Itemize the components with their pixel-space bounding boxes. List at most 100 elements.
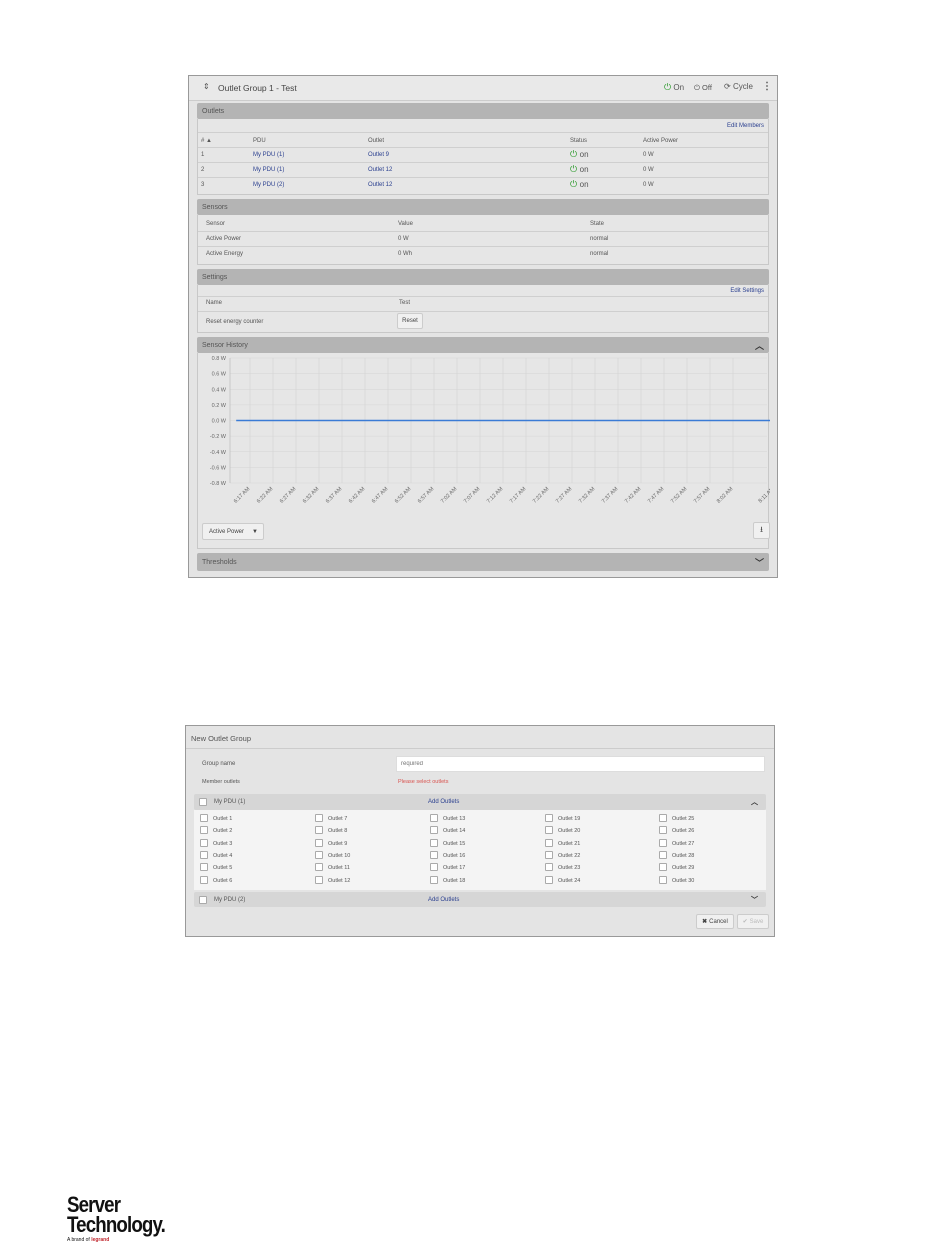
caret-down-icon: ▼ (252, 528, 258, 535)
chevron-down-icon[interactable]: ﹀ (754, 557, 764, 568)
off-button[interactable]: ⏻ Off (694, 83, 712, 92)
table-cell[interactable]: Outlet 12 (368, 167, 393, 173)
column-header[interactable]: PDU (253, 138, 266, 144)
cancel-button[interactable]: ✖ Cancel (696, 914, 734, 929)
outlet-checkbox[interactable] (200, 826, 208, 835)
sensors-section-header[interactable]: Sensors (197, 199, 769, 215)
outlet-checkbox[interactable] (315, 838, 323, 847)
outlet-checkbox[interactable] (659, 850, 667, 859)
x-tick-label: 7:52 AM (670, 486, 689, 505)
server-technology-logo: Server Technology. A brand of legrand (67, 1192, 166, 1244)
sort-handle-icon[interactable]: ⇕ (203, 82, 210, 91)
outlet-checkbox[interactable] (430, 838, 438, 847)
power-on-icon: ⏻ (570, 164, 580, 174)
pdu-1-checkbox[interactable] (199, 798, 207, 806)
outlet-checkbox[interactable] (430, 863, 438, 872)
table-cell[interactable]: Outlet 12 (368, 182, 393, 188)
sensor-history-section-header[interactable]: Sensor History ︿ (197, 337, 769, 353)
table-cell[interactable]: My PDU (2) (253, 182, 285, 188)
chevron-up-icon[interactable]: ︿ (754, 340, 764, 351)
outlet-checkbox[interactable] (545, 838, 553, 847)
refresh-icon: ⟳ (724, 82, 731, 91)
edit-members-link[interactable]: Edit Members (726, 123, 764, 129)
outlet-label: Outlet 25 (672, 816, 695, 822)
pdu-1-header[interactable]: My PDU (1) Add Outlets ︿ (194, 794, 766, 810)
column-header[interactable]: Active Power (643, 138, 679, 144)
outlet-checkbox[interactable] (315, 875, 323, 884)
x-tick-label: 7:27 AM (555, 486, 574, 505)
chevron-up-icon[interactable]: ︿ (751, 799, 758, 806)
settings-section-header[interactable]: Settings (197, 269, 769, 285)
outlet-checkbox[interactable] (659, 863, 667, 872)
group-name-label: Group name (202, 761, 236, 767)
x-tick-label: 6:22 AM (256, 486, 275, 505)
close-icon: ✖ (702, 919, 708, 925)
outlet-checkbox[interactable] (315, 863, 323, 872)
thresholds-section-header[interactable]: Thresholds ﹀ (197, 553, 769, 571)
pdu-2-add-outlets[interactable]: Add Outlets (428, 896, 460, 903)
x-tick-label: 6:32 AM (302, 486, 321, 505)
pdu-2-checkbox[interactable] (199, 895, 207, 904)
outlet-label: Outlet 9 (328, 840, 348, 847)
column-header[interactable]: # ▲ (201, 138, 212, 144)
outlet-checkbox[interactable] (545, 814, 553, 822)
outlet-label: Outlet 27 (672, 840, 695, 847)
outlet-checkbox[interactable] (430, 814, 438, 822)
group-name-input[interactable] (396, 756, 765, 772)
outlet-checkbox[interactable] (545, 850, 553, 859)
cycle-button[interactable]: ⟳ Cycle (724, 82, 753, 91)
name-value: Test (399, 300, 411, 306)
outlet-checkbox[interactable] (315, 814, 323, 822)
download-icon: ⭳ (760, 524, 763, 534)
sensor-history-chart: 0.8 W 0.6 W 0.4 W 0.2 W 0.0 W -0.2 W -0.4 W -0.… (210, 356, 770, 505)
reset-button[interactable]: Reset (397, 313, 423, 329)
outlets-section-header[interactable]: Outlets (197, 103, 769, 119)
outlet-checkbox[interactable] (545, 863, 553, 872)
outlet-checkbox[interactable] (315, 850, 323, 859)
outlet-checkbox[interactable] (659, 838, 667, 847)
x-tick-label: 6:42 AM (348, 486, 367, 505)
y-tick-label: 0.4 W (212, 387, 227, 393)
outlet-checkbox[interactable] (430, 875, 438, 884)
on-button[interactable]: ⏻ On (664, 82, 685, 92)
more-menu-icon[interactable]: ⋮ (762, 81, 772, 92)
table-cell[interactable]: My PDU (1) (253, 152, 285, 158)
x-tick-label: 7:32 AM (578, 486, 597, 505)
outlet-checkbox[interactable] (659, 875, 667, 884)
edit-settings-link[interactable]: Edit Settings (730, 288, 764, 294)
outlet-checkbox[interactable] (315, 826, 323, 835)
pdu-1-add-outlets[interactable]: Add Outlets (428, 799, 460, 805)
outlet-checkbox[interactable] (545, 826, 553, 835)
x-tick-label: 6:52 AM (394, 486, 413, 505)
column-header[interactable]: Status (570, 138, 588, 144)
outlet-checkbox[interactable] (659, 814, 667, 822)
metric-dropdown[interactable]: Active Power ▼ (202, 523, 264, 540)
outlet-checkbox[interactable] (545, 875, 553, 884)
download-button[interactable]: ⭳ (753, 522, 770, 539)
status-text: on (579, 150, 589, 159)
outlet-checkbox[interactable] (200, 875, 208, 884)
outlet-label: Outlet 19 (558, 816, 581, 822)
column-header[interactable]: Outlet (368, 138, 385, 144)
x-tick-label: 7:17 AM (509, 486, 528, 505)
outlet-checkbox[interactable] (200, 863, 208, 872)
x-tick-label: 7:12 AM (486, 486, 505, 505)
settings-section: Edit Settings Name Test Reset energy cou… (197, 285, 769, 333)
pdu-2-header[interactable]: My PDU (2) Add Outlets ﹀ (194, 892, 766, 907)
chevron-down-icon[interactable]: ﹀ (751, 896, 758, 904)
status-on: ⏻ on (570, 179, 589, 190)
save-button[interactable]: ✔ Save (737, 914, 769, 929)
outlet-checkbox[interactable] (430, 826, 438, 835)
outlet-checkbox[interactable] (200, 838, 208, 847)
table-cell[interactable]: My PDU (1) (253, 167, 285, 173)
outlet-checkbox[interactable] (430, 850, 438, 859)
y-tick-label: 0.6 W (212, 372, 227, 378)
table-cell[interactable]: Outlet 9 (368, 152, 390, 158)
outlets-section: Edit Members # ▲ PDU Outlet Status Active Po… (197, 119, 769, 195)
name-label: Name (206, 300, 223, 306)
outlet-checkbox[interactable] (200, 814, 208, 822)
outlet-checkbox[interactable] (200, 850, 208, 859)
power-icon: ⏻ (664, 82, 672, 92)
outlet-checkbox[interactable] (659, 826, 667, 835)
member-outlets-label: Member outlets (202, 779, 240, 785)
